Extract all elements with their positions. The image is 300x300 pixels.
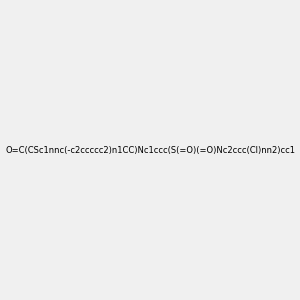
Text: O=C(CSc1nnc(-c2ccccc2)n1CC)Nc1ccc(S(=O)(=O)Nc2ccc(Cl)nn2)cc1: O=C(CSc1nnc(-c2ccccc2)n1CC)Nc1ccc(S(=O)(… bbox=[5, 146, 295, 154]
